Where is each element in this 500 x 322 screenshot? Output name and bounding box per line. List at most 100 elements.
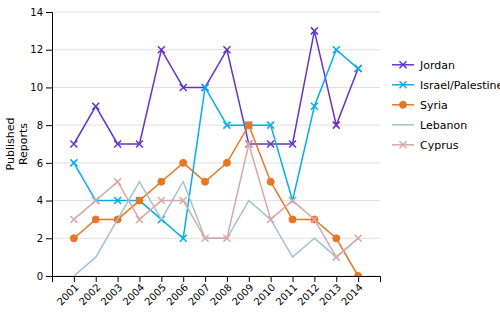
point	[70, 235, 77, 242]
y-tick: 8	[37, 120, 52, 131]
legend-marker	[400, 81, 407, 88]
point	[223, 122, 230, 129]
legend-marker	[400, 101, 407, 108]
y-axis-title: PublishedReports	[4, 118, 30, 171]
series	[70, 141, 361, 261]
point	[92, 103, 99, 110]
point	[311, 103, 318, 110]
x-tick: 2011	[274, 276, 300, 307]
point	[245, 122, 252, 129]
legend-item: Lebanon	[392, 119, 467, 132]
x-tick-mark	[74, 276, 75, 282]
y-tick: 4	[37, 195, 52, 206]
x-tick-label: 2014	[339, 282, 365, 308]
point	[289, 141, 296, 148]
line	[74, 125, 358, 276]
x-tick: 2007	[186, 276, 212, 307]
point	[333, 235, 340, 242]
y-tick-mark	[46, 50, 52, 51]
x-tick: 2014	[339, 276, 365, 307]
y-tick-label: 14	[30, 7, 43, 18]
x-tick-label: 2006	[164, 282, 190, 308]
point	[267, 141, 274, 148]
x-tick-label: 2007	[186, 282, 212, 308]
x-tick-mark	[271, 276, 272, 282]
point	[180, 197, 187, 204]
x-tick: 2005	[142, 276, 168, 307]
point	[355, 235, 362, 242]
y-tick-mark	[46, 276, 52, 277]
x-tick: 2003	[99, 276, 125, 307]
point	[289, 216, 296, 223]
x-tick-label: 2004	[121, 282, 147, 308]
grid-line	[52, 49, 380, 50]
series-marks	[70, 27, 361, 276]
point	[311, 216, 318, 223]
series	[70, 46, 361, 242]
x-tick-mark	[96, 276, 97, 282]
point	[355, 273, 362, 277]
y-tick-label: 10	[30, 82, 43, 93]
point	[333, 46, 340, 53]
point	[202, 178, 209, 185]
legend-label: Cyprus	[420, 139, 459, 152]
x-tick: 2001	[55, 276, 81, 307]
point	[114, 141, 121, 148]
x-tick-label: 2008	[208, 282, 234, 308]
x-tick-mark	[183, 276, 184, 282]
point	[289, 197, 296, 204]
x-axis: 2001200220032004200520062007200820092010…	[53, 276, 381, 307]
point	[180, 84, 187, 91]
x-tick-mark	[205, 276, 206, 282]
point	[136, 197, 143, 204]
plot: 2001200220032004200520062007200820092010…	[30, 7, 380, 308]
point	[202, 235, 209, 242]
point	[223, 159, 230, 166]
x-tick-mark	[293, 276, 294, 282]
line	[74, 144, 358, 257]
grid-line	[52, 162, 380, 163]
chart: 2001200220032004200520062007200820092010…	[0, 0, 500, 322]
point	[245, 122, 252, 129]
x-tick-label: 2012	[295, 282, 321, 308]
x-tick-mark	[249, 276, 250, 282]
y-tick-label: 12	[30, 44, 43, 55]
y-axis-line	[46, 13, 53, 277]
point	[136, 197, 143, 204]
point	[114, 178, 121, 185]
point	[245, 141, 252, 148]
legend-swatch	[392, 124, 414, 126]
y-tick-label: 8	[37, 120, 43, 131]
x-tick-mark	[336, 276, 337, 282]
x-tick-mark	[358, 276, 359, 282]
point	[92, 216, 99, 223]
point	[333, 254, 340, 261]
point	[202, 84, 209, 91]
y-tick: 0	[37, 271, 52, 282]
y-tick-mark	[46, 201, 52, 202]
point	[92, 197, 99, 204]
point	[267, 216, 274, 223]
y-tick-mark	[46, 238, 52, 239]
point	[333, 122, 340, 129]
point	[289, 197, 296, 204]
y-tick-mark	[46, 87, 52, 88]
x-tick-label: 2005	[142, 282, 168, 308]
y-tick-mark	[46, 12, 52, 13]
grid-line	[52, 87, 380, 88]
grid	[52, 12, 380, 276]
legend-label: Lebanon	[420, 119, 467, 132]
x-tick: 2012	[295, 276, 321, 307]
y-tick: 12	[30, 44, 52, 55]
legend-item: Cyprus	[392, 139, 459, 152]
point	[223, 46, 230, 53]
point	[136, 141, 143, 148]
legend-marker	[400, 141, 407, 148]
y-tick: 14	[30, 7, 52, 18]
x-tick: 2008	[208, 276, 234, 307]
x-tick-label: 2010	[252, 282, 278, 308]
legend-marker	[400, 61, 407, 68]
line	[74, 182, 358, 276]
y-tick: 6	[37, 158, 52, 169]
point	[355, 65, 362, 72]
